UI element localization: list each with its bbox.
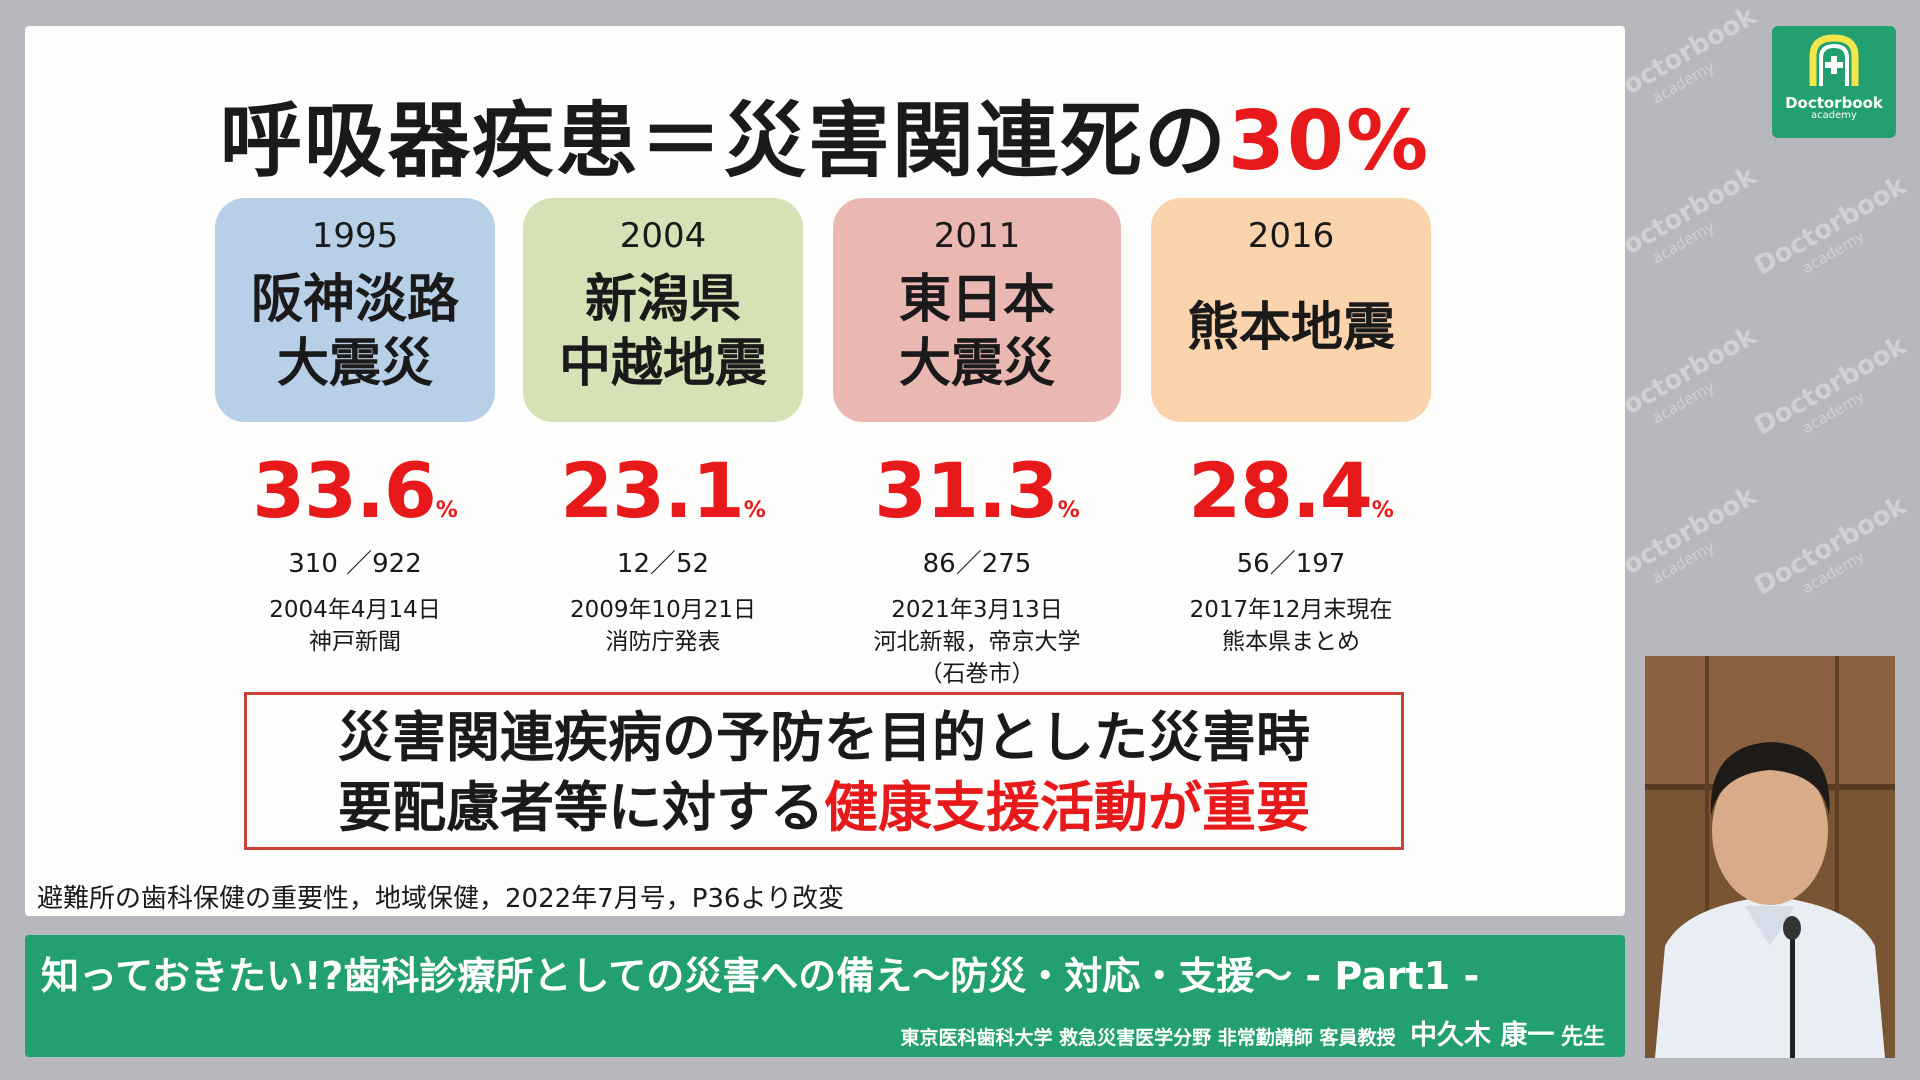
presenter-name: 中久木 康一 — [1409, 1020, 1555, 1051]
card-name: 新潟県 中越地震 — [558, 270, 767, 394]
watermark: Doctorbook academy — [1749, 330, 1912, 442]
slide-title-main: 呼吸器疾患＝災害関連死の — [219, 94, 1228, 189]
lecture-banner: 知っておきたい!?歯科診療所としての災害への備え〜防災・対応・支援〜 - Par… — [25, 935, 1625, 1057]
earthquake-card-1995: 1995 阪神淡路 大震災 — [215, 198, 495, 422]
lecture-title: 知っておきたい!?歯科診療所としての災害への備え〜防災・対応・支援〜 - Par… — [41, 954, 1480, 998]
stat-source: 2009年10月21日 消防庁発表 — [569, 597, 757, 655]
stat-ratio: 56／197 — [1236, 549, 1346, 579]
watermark: Doctorbook academy — [1749, 170, 1912, 282]
earthquake-card-2011: 2011 東日本 大震災 — [833, 198, 1121, 422]
presenter-affiliation: 東京医科歯科大学 救急災害医学分野 非常勤講師 客員教授 — [900, 1027, 1396, 1049]
stat-percent-unit: % — [1057, 498, 1080, 523]
stat-percent: 31.3 — [874, 446, 1059, 535]
presenter-info: 東京医科歯科大学 救急災害医学分野 非常勤講師 客員教授 中久木 康一 先生 — [900, 1013, 1605, 1052]
stat-ratio: 12／52 — [616, 549, 710, 579]
logo-sub: academy — [1811, 110, 1857, 121]
stat-source: 2017年12月末現在 熊本県まとめ — [1189, 597, 1393, 655]
earthquake-card-2004: 2004 新潟県 中越地震 — [523, 198, 803, 422]
key-message-red: 健康支援活動が重要 — [824, 776, 1310, 839]
earthquake-card-2016: 2016 熊本地震 — [1151, 198, 1431, 422]
stat-2016: 28.4% 56／197 2017年12月末現在 熊本県まとめ — [1151, 446, 1431, 658]
key-message-line2: 要配慮者等に対する健康支援活動が重要 — [247, 773, 1401, 843]
stat-percent: 28.4 — [1188, 446, 1373, 535]
stat-2011: 31.3% 86／275 2021年3月13日 河北新報，帝京大学 （石巻市） — [837, 446, 1117, 690]
watermark: Doctorbook academy — [1749, 490, 1912, 602]
stat-percent-unit: % — [1371, 498, 1394, 523]
card-name: 熊本地震 — [1186, 298, 1395, 358]
stat-source: 2004年4月14日 神戸新聞 — [269, 597, 441, 655]
stat-source: 2021年3月13日 河北新報，帝京大学 （石巻市） — [873, 597, 1081, 687]
slide-title-highlight: 30% — [1227, 94, 1431, 189]
key-message-black: 要配慮者等に対する — [338, 776, 824, 839]
card-year: 2011 — [933, 216, 1021, 256]
stat-1995: 33.6% 310 ／922 2004年4月14日 神戸新聞 — [215, 446, 495, 658]
card-year: 2004 — [619, 216, 707, 256]
card-name: 東日本 大震災 — [898, 270, 1055, 394]
presenter-honorific: 先生 — [1560, 1025, 1605, 1050]
key-message-line1: 災害関連疾病の予防を目的とした災害時 — [338, 706, 1310, 769]
citation: 避難所の歯科保健の重要性，地域保健，2022年7月号，P36より改変 — [37, 884, 844, 914]
stat-percent: 23.1 — [560, 446, 745, 535]
slide: 呼吸器疾患＝災害関連死の30% 1995 阪神淡路 大震災 2004 新潟県 中… — [25, 26, 1625, 916]
slide-title: 呼吸器疾患＝災害関連死の30% — [25, 74, 1625, 193]
presenter-figure — [1645, 656, 1895, 1058]
presenter-video — [1645, 656, 1895, 1058]
shield-cross-icon — [1772, 32, 1896, 94]
card-year: 1995 — [311, 216, 399, 256]
stat-ratio: 86／275 — [922, 549, 1032, 579]
stat-2004: 23.1% 12／52 2009年10月21日 消防庁発表 — [523, 446, 803, 658]
stat-percent-unit: % — [435, 498, 458, 523]
stat-percent-unit: % — [743, 498, 766, 523]
key-message-box: 災害関連疾病の予防を目的とした災害時 要配慮者等に対する健康支援活動が重要 — [244, 692, 1404, 850]
card-year: 2016 — [1247, 216, 1335, 256]
stat-percent: 33.6 — [252, 446, 437, 535]
card-name: 阪神淡路 大震災 — [250, 270, 459, 394]
logo-brand: Doctorbook — [1785, 94, 1883, 112]
doctorbook-logo[interactable]: Doctorbook academy — [1772, 26, 1896, 138]
stat-ratio: 310 ／922 — [288, 549, 422, 579]
